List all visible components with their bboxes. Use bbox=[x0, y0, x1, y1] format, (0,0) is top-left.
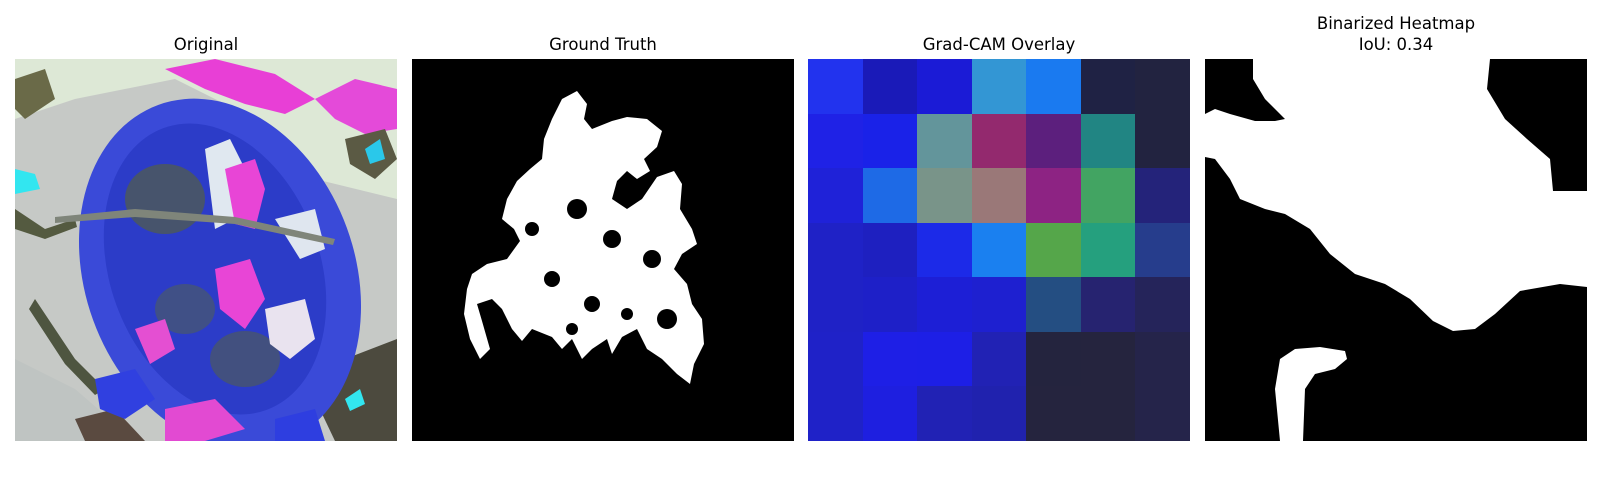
gradcam-cell bbox=[1135, 331, 1190, 387]
gradcam-cell bbox=[1080, 386, 1136, 441]
gradcam-cell bbox=[917, 331, 972, 387]
panel-title-ground-truth: Ground Truth bbox=[549, 35, 657, 54]
ground-truth-mask bbox=[412, 59, 794, 441]
original-image bbox=[15, 59, 397, 441]
gradcam-cell bbox=[808, 331, 863, 387]
gradcam-cell bbox=[1080, 59, 1136, 114]
gradcam-cell bbox=[917, 386, 972, 441]
gradcam-cell bbox=[808, 113, 863, 169]
panel-title-gradcam-overlay: Grad-CAM Overlay bbox=[922, 35, 1076, 54]
gradcam-cell bbox=[1026, 331, 1081, 387]
gradcam-cell bbox=[1135, 386, 1190, 441]
gradcam-cell bbox=[1026, 168, 1081, 223]
gradcam-cell bbox=[1080, 222, 1136, 278]
gradcam-cell bbox=[808, 277, 863, 332]
gradcam-cell bbox=[862, 113, 918, 169]
gradcam-cell bbox=[1135, 59, 1190, 114]
gradcam-cell bbox=[971, 386, 1027, 441]
gradcam-overlay bbox=[808, 59, 1190, 441]
gradcam-cell bbox=[862, 59, 918, 114]
gradcam-cell bbox=[1026, 222, 1081, 278]
gradcam-cell bbox=[917, 113, 972, 169]
gradcam-cell bbox=[971, 113, 1027, 169]
panel-title-original: Original bbox=[173, 35, 239, 54]
gradcam-cell bbox=[1080, 277, 1136, 332]
gradcam-cell bbox=[1026, 59, 1081, 114]
gradcam-cell bbox=[862, 222, 918, 278]
gradcam-cell bbox=[862, 331, 918, 387]
gradcam-cell bbox=[1080, 168, 1136, 223]
gradcam-cell bbox=[971, 222, 1027, 278]
gradcam-cell bbox=[917, 59, 972, 114]
gradcam-cell bbox=[917, 277, 972, 332]
gradcam-cell bbox=[1026, 277, 1081, 332]
gradcam-cell bbox=[808, 222, 863, 278]
gradcam-cell bbox=[1080, 113, 1136, 169]
gradcam-grid bbox=[808, 59, 1190, 441]
gradcam-cell bbox=[1080, 331, 1136, 387]
gradcam-cell bbox=[808, 168, 863, 223]
gradcam-cell bbox=[1026, 386, 1081, 441]
gradcam-cell bbox=[971, 59, 1027, 114]
gradcam-cell bbox=[917, 222, 972, 278]
gradcam-cell bbox=[917, 168, 972, 223]
gradcam-cell bbox=[971, 168, 1027, 223]
gradcam-cell bbox=[1135, 168, 1190, 223]
binarized-heatmap-title: Binarized Heatmap bbox=[1316, 14, 1476, 33]
gradcam-cell bbox=[808, 386, 863, 441]
gradcam-cell bbox=[971, 331, 1027, 387]
binarized-heatmap bbox=[1205, 59, 1587, 441]
gradcam-cell bbox=[1135, 222, 1190, 278]
gradcam-cell bbox=[862, 277, 918, 332]
gradcam-cell bbox=[1135, 113, 1190, 169]
gradcam-cell bbox=[971, 277, 1027, 332]
gradcam-cell bbox=[862, 168, 918, 223]
panel-title-binarized-heatmap: Binarized Heatmap IoU: 0.34 bbox=[1205, 13, 1587, 55]
gradcam-cell bbox=[808, 59, 863, 114]
gradcam-cell bbox=[1026, 113, 1081, 169]
gradcam-cell bbox=[1135, 277, 1190, 332]
gradcam-cell bbox=[862, 386, 918, 441]
iou-score: IoU: 0.34 bbox=[1358, 35, 1434, 54]
